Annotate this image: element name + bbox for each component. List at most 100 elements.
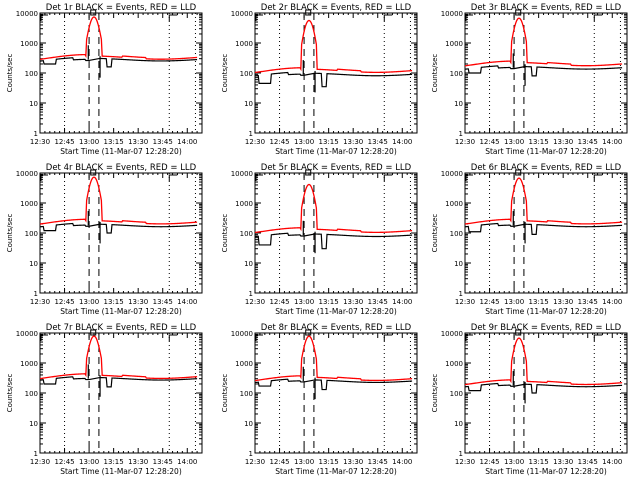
panel-9: Det 9r BLACK = Events, RED = LLD Counts/s…: [431, 323, 628, 476]
panel-3: Det 3r BLACK = Events, RED = LLD Counts/s…: [431, 3, 628, 156]
events-series-line: [39, 376, 198, 388]
bracket-marker: [383, 174, 393, 181]
x-tick-label: 13:00: [79, 138, 99, 146]
lld-series-line: [464, 337, 623, 386]
y-axis-label: Counts/sec: [431, 214, 439, 253]
bracket-marker: [305, 329, 312, 336]
bracket-marker: [383, 334, 393, 341]
x-tick-label: 12:45: [54, 458, 74, 466]
x-tick-label: 13:00: [294, 298, 314, 306]
events-series-line: [254, 71, 413, 88]
y-tick-label: 10: [29, 420, 38, 428]
y-tick-label: 10: [454, 260, 463, 268]
y-tick-label: 100: [240, 390, 253, 398]
y-tick-label: 10: [29, 100, 38, 108]
y-tick-label: 1000: [235, 360, 253, 368]
x-tick-label: 13:00: [504, 458, 524, 466]
x-axis-label: Start Time (11-Mar-07 12:28:20): [60, 307, 182, 316]
bracket-marker: [90, 329, 97, 336]
x-tick-label: 13:45: [153, 298, 173, 306]
bracket-marker: [515, 169, 522, 176]
y-tick-label: 1000: [235, 40, 253, 48]
y-tick-label: 10: [454, 100, 463, 108]
bracket-marker: [40, 14, 48, 21]
x-tick-label: 12:45: [479, 298, 499, 306]
y-tick-label: 1000: [445, 200, 463, 208]
x-tick-label: 14:00: [602, 458, 622, 466]
x-tick-label: 12:45: [269, 458, 289, 466]
x-tick-label: 14:00: [392, 298, 412, 306]
y-tick-label: 10000: [231, 10, 253, 18]
x-tick-label: 13:15: [104, 298, 124, 306]
x-tick-label: 13:00: [504, 298, 524, 306]
x-tick-label: 13:00: [79, 458, 99, 466]
x-axis-label: Start Time (11-Mar-07 12:28:20): [275, 307, 397, 316]
x-tick-label: 12:45: [54, 138, 74, 146]
x-tick-label: 12:30: [245, 458, 265, 466]
panel-4: Det 4r BLACK = Events, RED = LLD Counts/s…: [6, 163, 203, 316]
bracket-marker: [465, 334, 473, 341]
y-tick-label: 10000: [441, 10, 463, 18]
x-tick-label: 14:00: [177, 298, 197, 306]
y-tick-label: 1000: [20, 360, 38, 368]
x-tick-label: 14:00: [392, 138, 412, 146]
x-tick-label: 13:45: [368, 298, 388, 306]
panel-title: Det 5r BLACK = Events, RED = LLD: [261, 163, 412, 173]
y-tick-label: 10000: [231, 170, 253, 178]
y-axis-label: Counts/sec: [221, 54, 229, 93]
events-series-line: [254, 232, 413, 250]
y-tick-label: 1: [34, 130, 38, 138]
x-tick-label: 13:15: [529, 138, 549, 146]
lld-series-line: [464, 17, 623, 67]
bracket-marker: [515, 9, 522, 16]
bracket-marker: [465, 14, 473, 21]
x-tick-label: 12:45: [479, 458, 499, 466]
x-tick-label: 13:15: [319, 298, 339, 306]
bracket-marker: [255, 334, 263, 341]
bracket-marker: [305, 169, 312, 176]
y-tick-label: 10000: [441, 170, 463, 178]
bracket-marker: [255, 174, 263, 181]
panel-title: Det 6r BLACK = Events, RED = LLD: [471, 163, 622, 173]
y-axis-label: Counts/sec: [221, 374, 229, 413]
lld-series-line: [464, 177, 623, 225]
y-tick-label: 10000: [16, 10, 38, 18]
lld-series-line: [254, 183, 413, 234]
y-axis-label: Counts/sec: [431, 54, 439, 93]
y-tick-label: 1000: [20, 40, 38, 48]
y-tick-label: 100: [450, 230, 463, 238]
lld-series-line: [39, 335, 198, 380]
y-tick-label: 100: [450, 70, 463, 78]
x-tick-label: 13:45: [578, 458, 598, 466]
panel-title: Det 2r BLACK = Events, RED = LLD: [261, 3, 412, 13]
x-tick-label: 12:30: [30, 298, 50, 306]
y-tick-label: 1: [459, 130, 463, 138]
panel-1: Det 1r BLACK = Events, RED = LLD Counts/s…: [6, 3, 203, 156]
y-tick-label: 1: [459, 450, 463, 458]
panel-title: Det 9r BLACK = Events, RED = LLD: [471, 323, 622, 333]
y-tick-label: 10000: [231, 330, 253, 338]
y-tick-label: 1: [34, 450, 38, 458]
bracket-marker: [255, 14, 263, 21]
panel-7: Det 7r BLACK = Events, RED = LLD Counts/s…: [6, 323, 203, 476]
bracket-marker: [40, 174, 48, 181]
x-tick-label: 12:30: [245, 298, 265, 306]
y-tick-label: 1: [249, 450, 253, 458]
x-tick-label: 12:30: [455, 458, 475, 466]
bracket-marker: [515, 329, 522, 336]
y-tick-label: 100: [240, 70, 253, 78]
x-tick-label: 13:15: [104, 138, 124, 146]
x-tick-label: 13:30: [553, 298, 573, 306]
x-tick-label: 12:30: [245, 138, 265, 146]
x-tick-label: 13:45: [153, 458, 173, 466]
bracket-marker: [593, 14, 603, 21]
bracket-marker: [90, 169, 97, 176]
x-tick-label: 13:00: [504, 138, 524, 146]
bracket-marker: [593, 334, 603, 341]
lld-series-line: [39, 176, 198, 225]
bracket-marker: [168, 14, 178, 21]
x-axis-label: Start Time (11-Mar-07 12:28:20): [485, 307, 607, 316]
x-tick-label: 13:30: [343, 298, 363, 306]
y-tick-label: 1: [249, 130, 253, 138]
